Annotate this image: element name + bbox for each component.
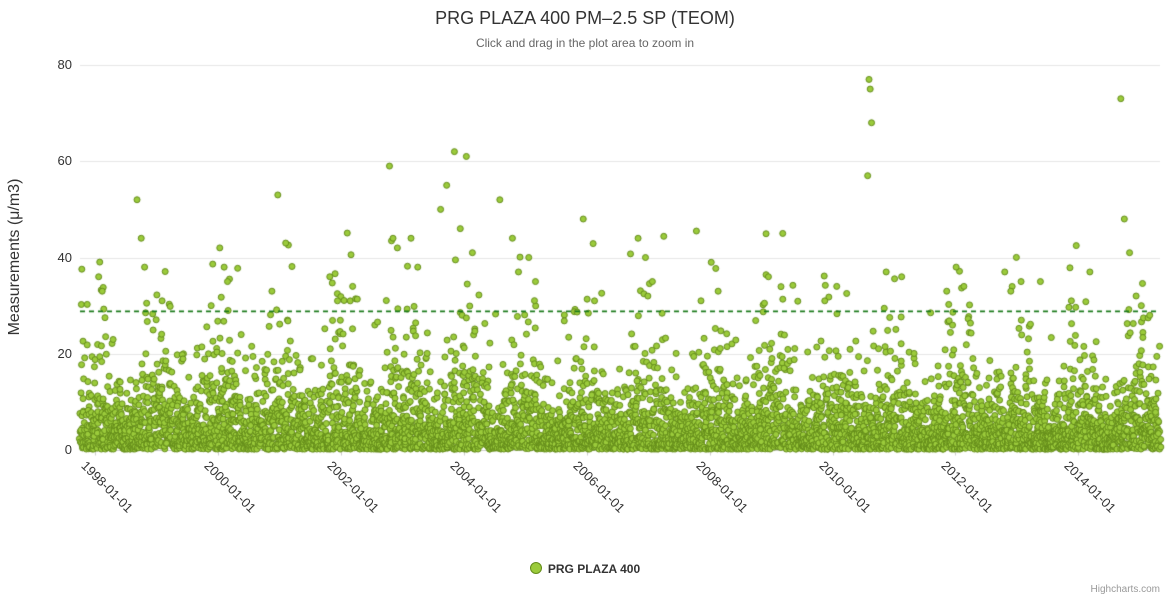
y-axis-label: 0 (64, 442, 72, 457)
legend-item[interactable]: PRG PLAZA 400 (0, 562, 1170, 576)
y-axis-label: 80 (57, 57, 72, 72)
y-axis-label: 40 (57, 249, 72, 265)
legend-marker-icon (529, 562, 542, 574)
y-axis-label: 60 (57, 153, 72, 169)
legend-label: PRG PLAZA 400 (547, 562, 641, 576)
y-axis-label: 20 (57, 345, 72, 361)
highcharts-credits-link[interactable]: Highcharts.com (1090, 584, 1160, 595)
